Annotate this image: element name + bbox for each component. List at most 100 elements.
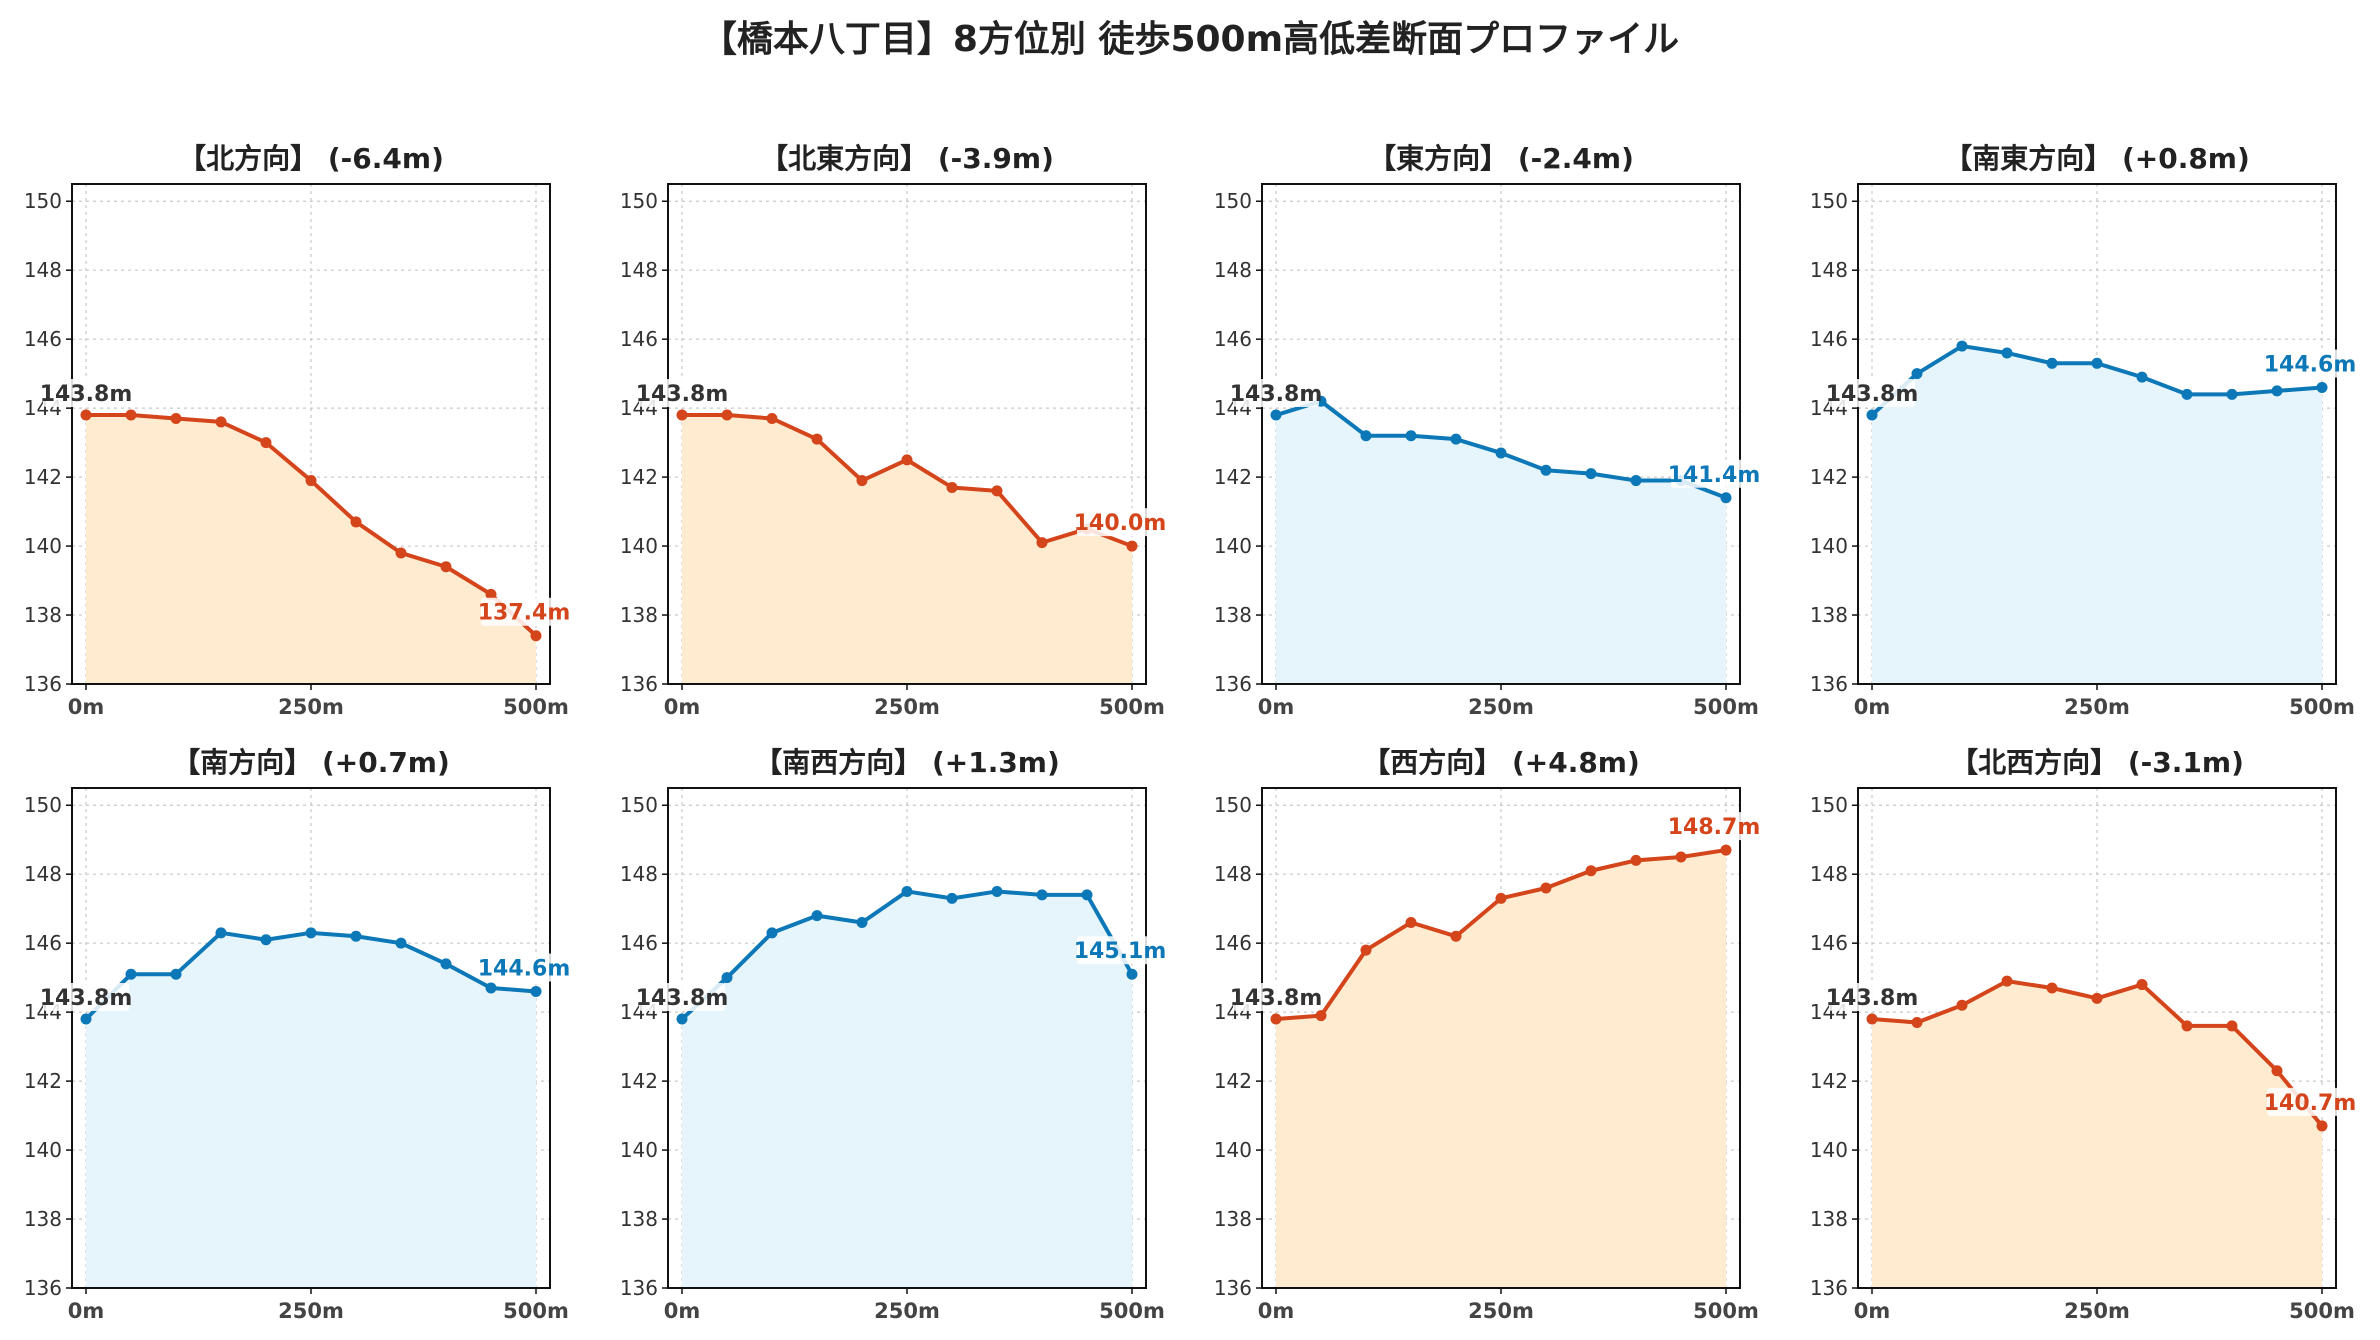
y-tick-label: 150: [620, 793, 658, 817]
y-tick-label: 136: [1810, 672, 1848, 696]
start-label-bg: [43, 379, 129, 408]
data-point: [305, 475, 317, 487]
start-label-bg: [43, 983, 129, 1012]
data-point: [215, 927, 227, 939]
start-label: 143.8m: [1230, 382, 1323, 407]
y-tick-label: 150: [1214, 189, 1252, 213]
area-fill: [86, 932, 536, 1288]
chart-panel: 【南西方向】 (+1.3m)1361381401421441461481500m…: [620, 746, 1166, 1323]
start-label: 143.8m: [636, 986, 729, 1011]
panel-title: 【北方向】 (-6.4m): [178, 142, 444, 175]
data-point: [1126, 540, 1138, 552]
panel-title: 【北東方向】 (-3.9m): [760, 142, 1054, 175]
data-point: [350, 930, 362, 942]
y-tick-label: 150: [1810, 793, 1848, 817]
end-label-bg: [481, 597, 567, 626]
start-label-bg: [639, 379, 725, 408]
data-point: [1866, 409, 1878, 421]
data-point: [485, 588, 497, 600]
y-tick-label: 150: [24, 793, 62, 817]
start-label: 143.8m: [1826, 382, 1919, 407]
y-tick-label: 140: [1214, 534, 1252, 558]
y-tick-label: 138: [1810, 1207, 1848, 1231]
data-point: [260, 437, 272, 449]
chart-panel: 【北東方向】 (-3.9m)1361381401421441461481500m…: [620, 142, 1166, 719]
start-label: 143.8m: [40, 382, 133, 407]
x-tick-label: 0m: [68, 1299, 105, 1323]
y-tick-label: 146: [1214, 327, 1252, 351]
data-point: [1585, 468, 1597, 480]
x-tick-label: 250m: [1468, 1299, 1534, 1323]
data-point: [1720, 844, 1732, 856]
start-label-bg: [639, 983, 725, 1012]
area-fill: [682, 891, 1132, 1288]
y-tick-label: 138: [620, 603, 658, 627]
data-point: [1630, 854, 1642, 866]
y-tick-label: 148: [24, 862, 62, 886]
end-label: 144.6m: [2264, 352, 2357, 377]
data-point: [2001, 975, 2013, 987]
start-label-bg: [1233, 983, 1319, 1012]
data-point: [1126, 968, 1138, 980]
x-tick-label: 0m: [664, 695, 701, 719]
data-point: [440, 958, 452, 970]
data-point: [1911, 1016, 1923, 1028]
y-tick-label: 136: [620, 672, 658, 696]
data-point: [1675, 851, 1687, 863]
y-tick-label: 150: [620, 189, 658, 213]
start-label-bg: [1829, 983, 1915, 1012]
data-point: [305, 927, 317, 939]
data-point: [1495, 892, 1507, 904]
data-point: [766, 412, 778, 424]
x-tick-label: 0m: [1258, 1299, 1295, 1323]
data-point: [395, 937, 407, 949]
area-fill: [1276, 401, 1726, 684]
y-tick-label: 136: [1214, 672, 1252, 696]
end-label-bg: [1077, 936, 1163, 965]
page-title: 【橋本八丁目】8方位別 徒歩500m高低差断面プロファイル: [700, 19, 1680, 60]
y-tick-label: 146: [24, 327, 62, 351]
data-point: [1720, 492, 1732, 504]
y-tick-label: 136: [620, 1276, 658, 1300]
y-tick-label: 142: [1214, 465, 1252, 489]
data-point: [946, 481, 958, 493]
data-point: [1360, 430, 1372, 442]
data-point: [2181, 388, 2193, 400]
x-tick-label: 0m: [68, 695, 105, 719]
end-label: 140.7m: [2264, 1091, 2357, 1116]
data-point: [1405, 916, 1417, 928]
data-point: [991, 485, 1003, 497]
y-tick-label: 136: [24, 672, 62, 696]
start-label: 143.8m: [636, 382, 729, 407]
data-point: [1585, 865, 1597, 877]
y-tick-label: 150: [1810, 189, 1848, 213]
data-point: [1956, 340, 1968, 352]
data-point: [2271, 385, 2283, 397]
y-tick-label: 140: [24, 534, 62, 558]
area-fill: [86, 415, 536, 684]
y-tick-label: 148: [620, 862, 658, 886]
end-label-bg: [481, 953, 567, 982]
x-tick-label: 250m: [278, 695, 344, 719]
data-point: [2001, 347, 2013, 359]
y-tick-label: 136: [1214, 1276, 1252, 1300]
start-label-bg: [1233, 379, 1319, 408]
data-point: [991, 885, 1003, 897]
y-tick-label: 138: [1214, 603, 1252, 627]
y-tick-label: 140: [620, 1138, 658, 1162]
data-point: [946, 892, 958, 904]
area-fill: [682, 415, 1132, 684]
data-point: [1270, 409, 1282, 421]
data-point: [2136, 371, 2148, 383]
data-point: [2046, 982, 2058, 994]
data-point: [1315, 1010, 1327, 1022]
data-point: [1036, 889, 1048, 901]
x-tick-label: 0m: [1854, 695, 1891, 719]
y-tick-label: 146: [1214, 931, 1252, 955]
data-point: [676, 409, 688, 421]
y-tick-label: 140: [620, 534, 658, 558]
x-tick-label: 0m: [664, 1299, 701, 1323]
y-tick-label: 136: [24, 1276, 62, 1300]
panel-title: 【西方向】 (+4.8m): [1362, 746, 1640, 779]
